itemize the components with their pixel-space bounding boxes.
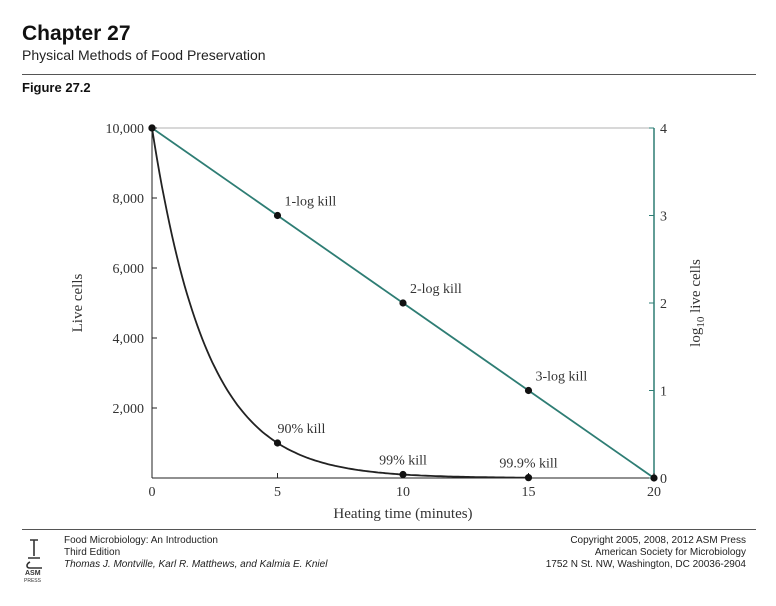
footer-publisher-info: Copyright 2005, 2008, 2012 ASM Press Ame… bbox=[546, 535, 746, 571]
y-right-tick-label: 3 bbox=[660, 210, 667, 225]
data-point-log-live-cells bbox=[148, 124, 156, 132]
data-point-live-cells bbox=[273, 439, 282, 447]
header: Chapter 27 Physical Methods of Food Pres… bbox=[22, 22, 266, 64]
asm-press-logo: ASM PRESS bbox=[24, 539, 42, 584]
y-left-tick-label: 2,000 bbox=[113, 402, 145, 417]
x-tick-label: 15 bbox=[522, 485, 536, 500]
copyright: Copyright 2005, 2008, 2012 ASM Press bbox=[570, 535, 746, 546]
y-right-tick-label: 2 bbox=[660, 297, 667, 312]
book-title: Food Microbiology: An Introduction bbox=[64, 535, 218, 546]
book-edition: Third Edition bbox=[64, 547, 121, 558]
data-point-live-cells bbox=[524, 474, 533, 482]
y-left-tick-label: 6,000 bbox=[113, 262, 145, 277]
data-point-log-live-cells bbox=[399, 299, 407, 307]
annotation-label: 2-log kill bbox=[410, 282, 462, 297]
svg-text:ASM: ASM bbox=[25, 570, 41, 577]
chart: 0 5 10 15 20 2,000 4,000 6,000 8,000 10,000 0 1 2 3 4 H… bbox=[70, 122, 707, 522]
x-tick-label: 5 bbox=[274, 485, 281, 500]
svg-text:PRESS: PRESS bbox=[24, 578, 42, 584]
data-point-log-live-cells bbox=[524, 386, 533, 395]
address: 1752 N St. NW, Washington, DC 20036-2904 bbox=[545, 559, 746, 570]
annotation-label: 99.9% kill bbox=[499, 457, 557, 472]
y-left-tick-label: 10,000 bbox=[106, 122, 145, 137]
x-axis-label: Heating time (minutes) bbox=[333, 506, 472, 522]
figure-label: Figure 27.2 bbox=[22, 80, 91, 95]
y-right-axis-label: log10 live cells bbox=[688, 259, 707, 347]
annotation-label: 99% kill bbox=[379, 454, 427, 469]
data-point-log-live-cells bbox=[273, 211, 282, 220]
chapter-title: Chapter 27 bbox=[22, 22, 131, 45]
chapter-subtitle: Physical Methods of Food Preservation bbox=[22, 47, 266, 63]
annotation-label: 90% kill bbox=[278, 422, 326, 437]
series-live-cells-curve bbox=[151, 127, 529, 479]
y-left-tick-label: 4,000 bbox=[113, 332, 145, 347]
society: American Society for Microbiology bbox=[594, 547, 746, 558]
book-authors: Thomas J. Montville, Karl R. Matthews, a… bbox=[64, 559, 328, 570]
x-tick-label: 10 bbox=[396, 485, 410, 500]
y-right-tick-label: 1 bbox=[660, 385, 667, 400]
annotation-label: 3-log kill bbox=[536, 370, 588, 385]
x-tick-label: 0 bbox=[149, 485, 156, 500]
footer-book-info: Food Microbiology: An Introduction Third… bbox=[64, 535, 327, 571]
y-left-tick-label: 8,000 bbox=[113, 192, 145, 207]
y-right-tick-label: 0 bbox=[660, 472, 667, 487]
x-tick-label: 20 bbox=[647, 485, 661, 500]
data-point-live-cells bbox=[399, 470, 407, 479]
y-right-tick-label: 4 bbox=[660, 122, 667, 137]
annotation-label: 1-log kill bbox=[285, 195, 337, 210]
data-point-log-live-cells bbox=[650, 474, 658, 482]
header-divider bbox=[22, 74, 756, 75]
footer-divider bbox=[22, 529, 756, 530]
y-left-axis-label: Live cells bbox=[70, 273, 86, 332]
